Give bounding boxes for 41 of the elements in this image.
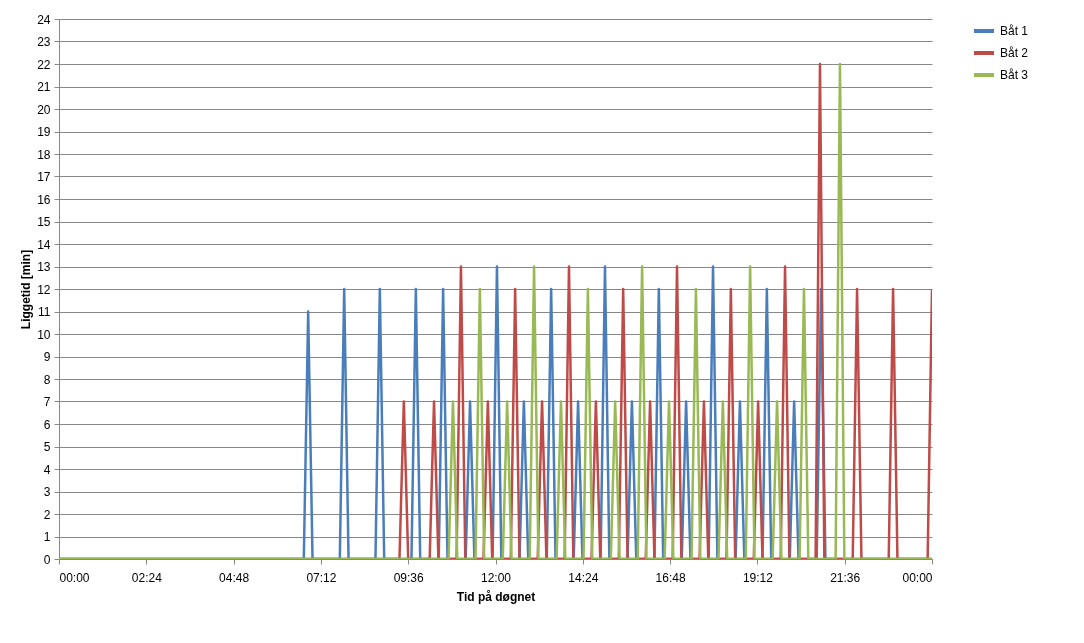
x-tick-label: 19:12 xyxy=(742,570,774,585)
x-tick-label: 07:12 xyxy=(306,570,337,585)
x-tick-label: 16:48 xyxy=(655,570,686,585)
y-tick-label: 0 xyxy=(43,552,51,567)
y-tick-label: 7 xyxy=(43,395,51,409)
legend-label: Båt 2 xyxy=(1000,46,1029,60)
y-tick-label: 17 xyxy=(37,170,51,184)
legend-label: Båt 1 xyxy=(1000,24,1029,38)
y-tick-label: 19 xyxy=(37,125,51,139)
x-axis-title: Tid på døgnet xyxy=(456,589,536,604)
y-tick-label: 10 xyxy=(37,327,51,342)
y-tick-label: 24 xyxy=(37,12,51,27)
y-tick-label: 3 xyxy=(43,485,51,499)
y-tick-label: 11 xyxy=(38,305,51,319)
x-tick-label: 21:36 xyxy=(830,570,861,585)
legend-label: Båt 3 xyxy=(1000,68,1029,82)
y-tick-label: 15 xyxy=(37,215,51,229)
x-tick-label: 00:00 xyxy=(902,570,933,585)
y-tick-label: 4 xyxy=(43,462,51,477)
y-tick-label: 12 xyxy=(37,282,51,297)
y-tick-label: 18 xyxy=(37,147,51,162)
y-tick-label: 9 xyxy=(43,350,51,364)
y-tick-label: 1 xyxy=(43,530,51,544)
y-tick-label: 5 xyxy=(43,440,51,454)
x-tick-label: 04:48 xyxy=(219,570,250,585)
y-tick-label: 2 xyxy=(43,507,51,522)
x-tick-label: 12:00 xyxy=(480,570,512,585)
y-tick-label: 22 xyxy=(37,57,51,72)
y-tick-label: 16 xyxy=(37,192,51,207)
y-tick-label: 8 xyxy=(43,372,51,387)
x-tick-label: 09:36 xyxy=(393,570,425,585)
y-axis-title: Liggetid [min] xyxy=(19,249,34,330)
x-tick-label: 00:00 xyxy=(59,570,90,585)
y-tick-label: 20 xyxy=(37,102,51,117)
y-tick-label: 21 xyxy=(37,80,51,94)
y-tick-label: 13 xyxy=(37,260,51,274)
x-tick-label: 02:24 xyxy=(131,570,163,585)
y-tick-label: 14 xyxy=(37,237,51,252)
y-tick-label: 6 xyxy=(43,417,51,432)
y-tick-label: 23 xyxy=(37,35,51,49)
x-tick-label: 14:24 xyxy=(568,570,599,585)
